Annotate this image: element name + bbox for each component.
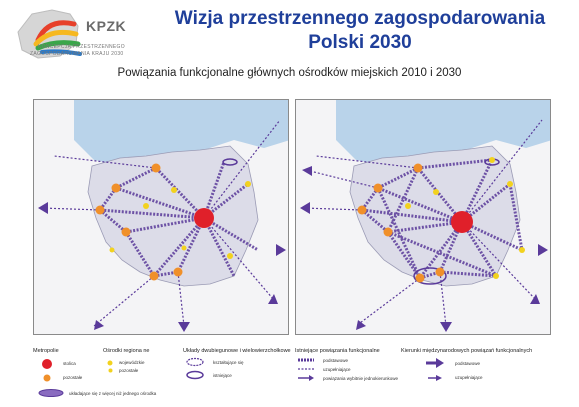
legend-regional-symbol xyxy=(107,360,113,366)
legend-metropolis-symbol xyxy=(43,374,51,382)
legend-osrodki-pozostale: pozostałe xyxy=(119,368,139,373)
legend-existing-system-symbol xyxy=(186,370,204,380)
legend-uklady-heading: Układy dwubiegunowe i wielowierzchołkowe xyxy=(183,348,291,354)
map-2010 xyxy=(33,99,289,335)
legend-metropolie-heading: Metropolie xyxy=(33,348,59,354)
map-2030-graphic xyxy=(296,100,550,334)
legend-oneway-link-symbol xyxy=(298,375,314,381)
legend-istniejace: istniejące xyxy=(213,373,232,378)
legend-metropolie-pozostale: pozostałe xyxy=(63,375,83,380)
legend-supplementary-link-symbol xyxy=(298,368,314,370)
legend-kierunki-heading: Kierunki międzynarodowych powiązań funkc… xyxy=(401,348,533,354)
legend-osrodki-heading: Ośrodki regiona ne xyxy=(103,348,150,354)
page-title-line-2: Polski 2030 xyxy=(308,32,412,53)
legend-international-supplementary-symbol xyxy=(428,375,442,381)
legend-powiazania-heading: Istniejące powiązania funkcjonalne xyxy=(295,348,380,354)
map-legend: Metropolie stolica pozostałe Ośrodki reg… xyxy=(33,344,553,404)
legend-international-basic-symbol xyxy=(426,358,444,368)
legend-ksztaltujace: kształtujące się xyxy=(213,360,244,365)
map-2010-graphic xyxy=(34,100,288,334)
logo-name: KPZK xyxy=(86,18,127,34)
legend-capital-symbol xyxy=(42,359,52,369)
legend-powiazania-podstawowe: podstawowe xyxy=(323,358,349,363)
map-2030 xyxy=(295,99,551,335)
logo-graphic xyxy=(17,9,82,59)
legend-wybitnie: powiązania wybitnie jednokierunkowe xyxy=(323,376,399,381)
legend-forming-system-symbol xyxy=(186,357,204,367)
legend-basic-link-symbol xyxy=(298,358,314,362)
page-title-line-1: Wizja przestrzennego zagospodarowania xyxy=(174,8,546,29)
logo-line-2: ZAGOSPODAROWANIA KRAJU 2030 xyxy=(30,51,124,57)
legend-kierunki-uzupelniajace: uzupełniające xyxy=(455,375,483,380)
legend-powiazania-uzupelniajace: uzupełniające xyxy=(323,367,351,372)
legend-wiecej: układające się z więcej niż jednego ośro… xyxy=(69,391,157,396)
legend-stolica: stolica xyxy=(63,361,76,366)
legend-regional-other-symbol xyxy=(108,368,113,373)
page-subtitle: Powiązania funkcjonalne głównych ośrodkó… xyxy=(117,67,462,79)
kpzk-logo: KPZK KONCEPCJA PRZESTRZENNEGO ZAGOSPODAR… xyxy=(8,4,138,64)
logo-line-1: KONCEPCJA PRZESTRZENNEGO xyxy=(38,44,125,50)
legend-kierunki-podstawowe: podstawowe xyxy=(455,361,481,366)
legend-wojewodzkie: wojewódzkie xyxy=(119,360,145,365)
legend-multi-system-symbol xyxy=(38,389,64,397)
